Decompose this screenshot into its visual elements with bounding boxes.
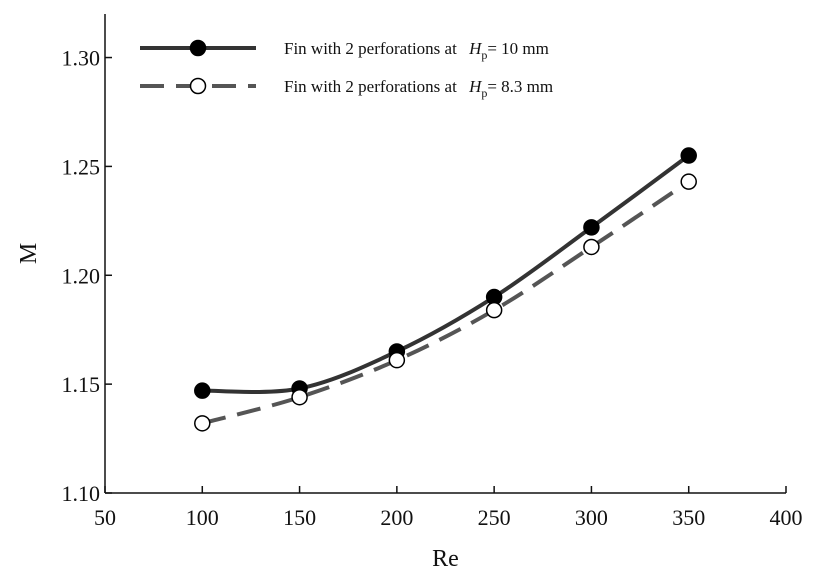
y-tick-label: 1.20: [62, 263, 101, 288]
x-tick-label: 200: [380, 505, 413, 530]
data-point-series-2: [680, 173, 697, 190]
x-tick-label: 250: [478, 505, 511, 530]
legend-entry-1: Fin with 2 perforations at Hp= 10 mm: [140, 39, 549, 62]
series-layer: [194, 147, 697, 432]
x-axis-title: Re: [432, 546, 459, 572]
data-point-series-1: [194, 382, 211, 399]
data-point-series-2: [583, 238, 600, 256]
legend-label-1: Fin with 2 perforations at Hp= 10 mm: [284, 39, 549, 62]
data-point-series-2: [388, 351, 406, 369]
series-line-1: [202, 153, 690, 394]
y-tick-label: 1.25: [62, 154, 101, 179]
legend-marker-1: [189, 39, 207, 57]
data-point-series-2: [291, 388, 308, 406]
legend: Fin with 2 perforations at Hp= 10 mm Fin…: [140, 39, 553, 100]
x-tick-label: 50: [94, 505, 116, 530]
x-tick-label: 150: [283, 505, 316, 530]
legend-marker-2: [189, 77, 207, 95]
y-tick-label: 1.30: [62, 46, 101, 71]
data-point-series-1: [680, 147, 697, 164]
data-point-series-1: [583, 219, 600, 236]
x-tick-label: 400: [770, 505, 803, 530]
data-point-series-2: [194, 415, 211, 432]
series-line-2: [201, 179, 690, 426]
legend-label-2: Fin with 2 perforations at Hp= 8.3 mm: [284, 77, 553, 100]
axes: 50 100 150 200 250 300 350 400 1.10 1.15 1.20 1.25 1…: [62, 14, 803, 530]
data-point-series-2: [485, 301, 503, 319]
y-tick-label: 1.15: [62, 372, 101, 397]
x-tick-label: 350: [672, 505, 705, 530]
y-tick-label: 1.10: [62, 481, 101, 506]
y-axis-title: M: [16, 243, 42, 264]
legend-entry-2: Fin with 2 perforations at Hp= 8.3 mm: [140, 77, 553, 100]
x-tick-label: 300: [575, 505, 608, 530]
x-tick-label: 100: [186, 505, 219, 530]
